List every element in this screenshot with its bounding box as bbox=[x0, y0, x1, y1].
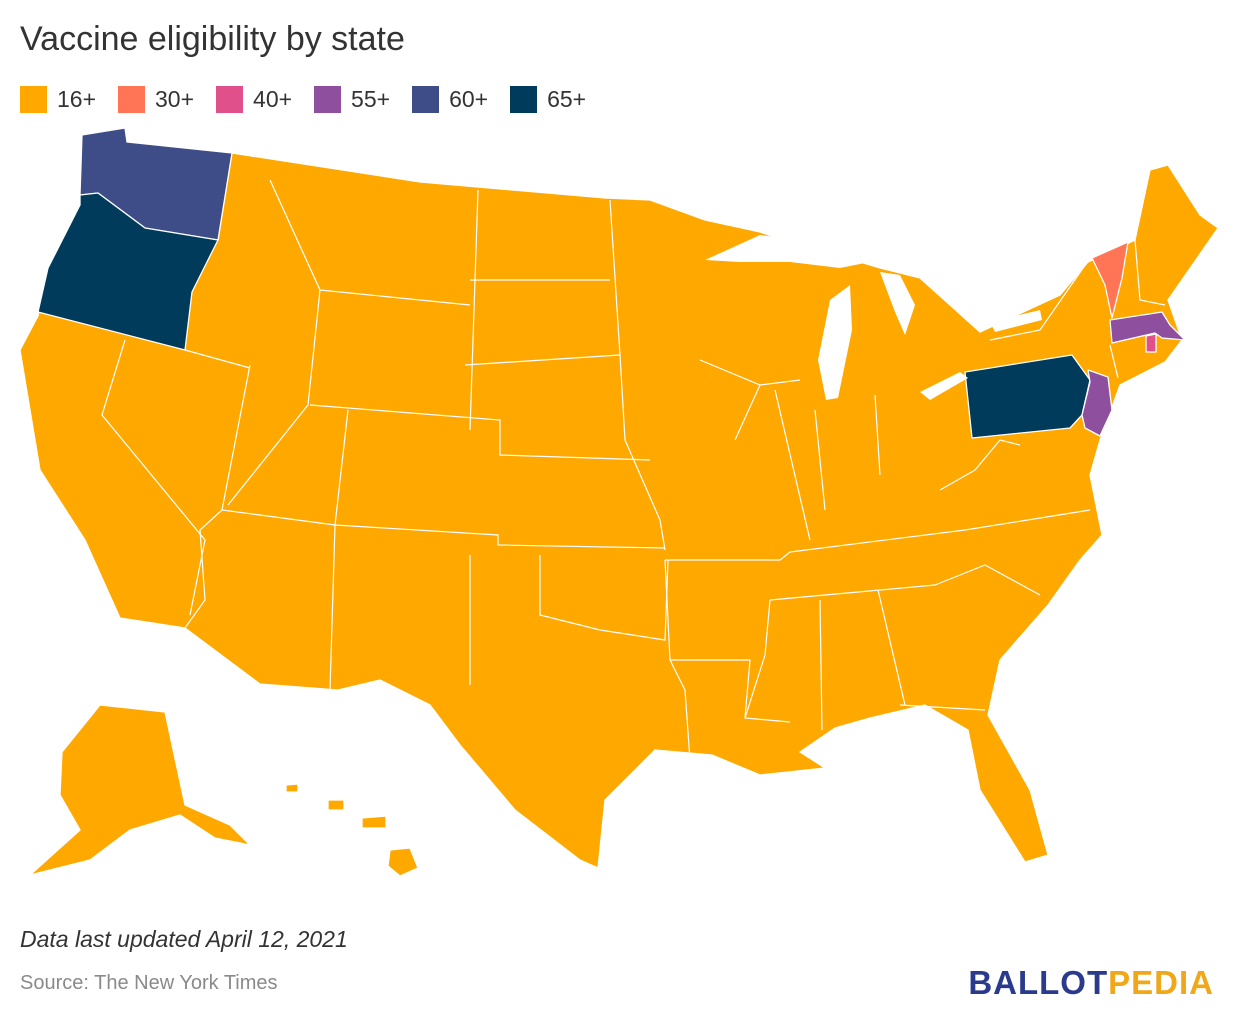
us-map bbox=[19, 127, 1219, 877]
data-updated-note: Data last updated April 12, 2021 bbox=[20, 926, 348, 952]
lake-huron bbox=[880, 272, 915, 335]
source-text: Source: The New York Times bbox=[20, 972, 278, 994]
state-border bbox=[184, 509, 223, 629]
legend-swatch bbox=[20, 86, 47, 113]
state-border bbox=[221, 364, 666, 549]
state-border bbox=[899, 704, 986, 711]
state-border bbox=[1109, 344, 1119, 379]
legend-swatch bbox=[216, 86, 244, 113]
state-border bbox=[464, 354, 621, 366]
legend-item-55: 55+ bbox=[314, 86, 390, 113]
state-hawaii-island bbox=[285, 783, 299, 793]
state-border bbox=[309, 404, 651, 461]
legend-swatch bbox=[314, 86, 342, 113]
state-new-jersey bbox=[1081, 369, 1113, 437]
state-border bbox=[769, 584, 936, 601]
state-massachusetts bbox=[1109, 311, 1186, 344]
logo-part-ballot: BALLOT bbox=[968, 964, 1109, 1001]
lake-erie bbox=[920, 372, 968, 400]
state-border bbox=[227, 289, 321, 506]
lake-michigan bbox=[818, 285, 852, 400]
legend-label: 55+ bbox=[351, 86, 391, 112]
state-border bbox=[665, 551, 791, 561]
legend-label: 60+ bbox=[449, 86, 489, 112]
state-border bbox=[1134, 239, 1166, 306]
legend-item-40: 40+ bbox=[216, 86, 292, 113]
legend-label: 65+ bbox=[547, 86, 587, 112]
state-border bbox=[814, 409, 826, 511]
state-border bbox=[469, 189, 479, 431]
logo-part-pedia: PEDIA bbox=[1108, 964, 1214, 1001]
legend: 16+ 30+ 40+ 55+ 60+ 65+ bbox=[20, 86, 608, 113]
legend-item-16: 16+ bbox=[20, 86, 96, 113]
state-border bbox=[874, 394, 881, 476]
legend-item-60: 60+ bbox=[412, 86, 488, 113]
state-border bbox=[877, 589, 906, 706]
state-border bbox=[934, 564, 1041, 596]
lake-superior bbox=[705, 235, 870, 268]
state-border bbox=[939, 439, 1021, 491]
state-border bbox=[670, 659, 791, 723]
ballotpedia-logo: BALLOTPEDIA bbox=[968, 964, 1214, 1002]
state-alaska bbox=[29, 704, 251, 876]
state-border bbox=[734, 384, 761, 441]
state-border bbox=[774, 389, 811, 541]
state-hawaii-island bbox=[327, 799, 345, 811]
state-border bbox=[789, 509, 1091, 553]
state-border bbox=[269, 179, 471, 306]
legend-swatch bbox=[510, 86, 538, 113]
state-border bbox=[744, 599, 771, 719]
state-border bbox=[539, 555, 669, 641]
legend-item-30: 30+ bbox=[118, 86, 194, 113]
lake-ontario bbox=[990, 310, 1042, 332]
legend-label: 16+ bbox=[57, 86, 97, 112]
state-border bbox=[184, 349, 251, 369]
legend-label: 40+ bbox=[253, 86, 293, 112]
map-title: Vaccine eligibility by state bbox=[20, 20, 405, 58]
state-hawaii bbox=[387, 847, 419, 877]
state-border bbox=[101, 339, 206, 616]
legend-swatch bbox=[412, 86, 440, 113]
state-border bbox=[989, 257, 1091, 341]
legend-swatch bbox=[118, 86, 146, 113]
state-rhode-island bbox=[1145, 333, 1157, 353]
legend-label: 30+ bbox=[155, 86, 195, 112]
state-hawaii-island bbox=[361, 815, 387, 829]
legend-item-65: 65+ bbox=[510, 86, 586, 113]
state-border bbox=[609, 199, 666, 551]
state-vermont bbox=[1091, 241, 1129, 319]
state-border bbox=[664, 559, 691, 761]
state-border bbox=[819, 599, 823, 731]
state-region-base bbox=[19, 152, 1219, 869]
state-oregon bbox=[37, 192, 219, 351]
